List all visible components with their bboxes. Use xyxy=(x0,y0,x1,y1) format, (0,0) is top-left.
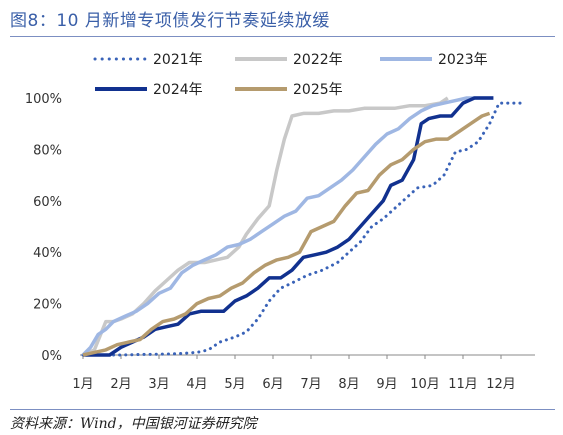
x-tick-label: 5月 xyxy=(224,377,245,392)
source-note: 资料来源：Wind，中国银河证券研究院 xyxy=(10,416,257,432)
legend-label: 2025年 xyxy=(293,82,343,98)
x-tick-label: 3月 xyxy=(148,377,169,392)
series-group xyxy=(81,96,526,357)
x-tick-label: 9月 xyxy=(376,377,397,392)
y-tick-label: 100% xyxy=(25,92,62,107)
series-line-2024年 xyxy=(83,96,494,357)
chart-legend: 2021年 2022年 2023年 2024年 2025年 xyxy=(93,52,488,98)
x-axis: 1月 2月 3月 4月 5月 6月 7月 8月 9月 10月 11月 12月 xyxy=(72,354,535,392)
line-chart: 2021年 2022年 2023年 2024年 2025年 0% 20% 40% 60% 80%… xyxy=(25,52,535,392)
legend-label: 2022年 xyxy=(293,52,343,68)
x-tick-label: 6月 xyxy=(262,377,283,392)
chart-title: 图8：10 月新增专项债发行节奏延续放缓 xyxy=(10,11,330,31)
legend-label: 2023年 xyxy=(438,52,488,68)
legend-label: 2021年 xyxy=(153,52,203,68)
series-line-2025年 xyxy=(82,111,491,357)
x-tick-label: 1月 xyxy=(72,377,93,392)
y-tick-label: 40% xyxy=(33,246,62,261)
series-line-2021年 xyxy=(81,101,526,357)
y-axis: 0% 20% 40% 60% 80% 100% xyxy=(25,92,62,364)
y-tick-label: 20% xyxy=(33,298,62,313)
x-tick-label: 4月 xyxy=(186,377,207,392)
x-tick-label: 12月 xyxy=(486,377,516,392)
y-tick-label: 80% xyxy=(33,143,62,158)
title-rule xyxy=(10,36,555,37)
x-tick-label: 10月 xyxy=(410,377,440,392)
series-line-2022年 xyxy=(82,96,449,357)
y-tick-label: 0% xyxy=(41,349,62,364)
x-tick-label: 2月 xyxy=(110,377,131,392)
y-tick-label: 60% xyxy=(33,195,62,210)
legend-label: 2024年 xyxy=(153,82,203,98)
x-tick-label: 11月 xyxy=(448,377,478,392)
series-line-2023年 xyxy=(81,96,494,357)
x-tick-label: 7月 xyxy=(300,377,321,392)
x-tick-label: 8月 xyxy=(338,377,359,392)
source-rule xyxy=(10,409,555,410)
